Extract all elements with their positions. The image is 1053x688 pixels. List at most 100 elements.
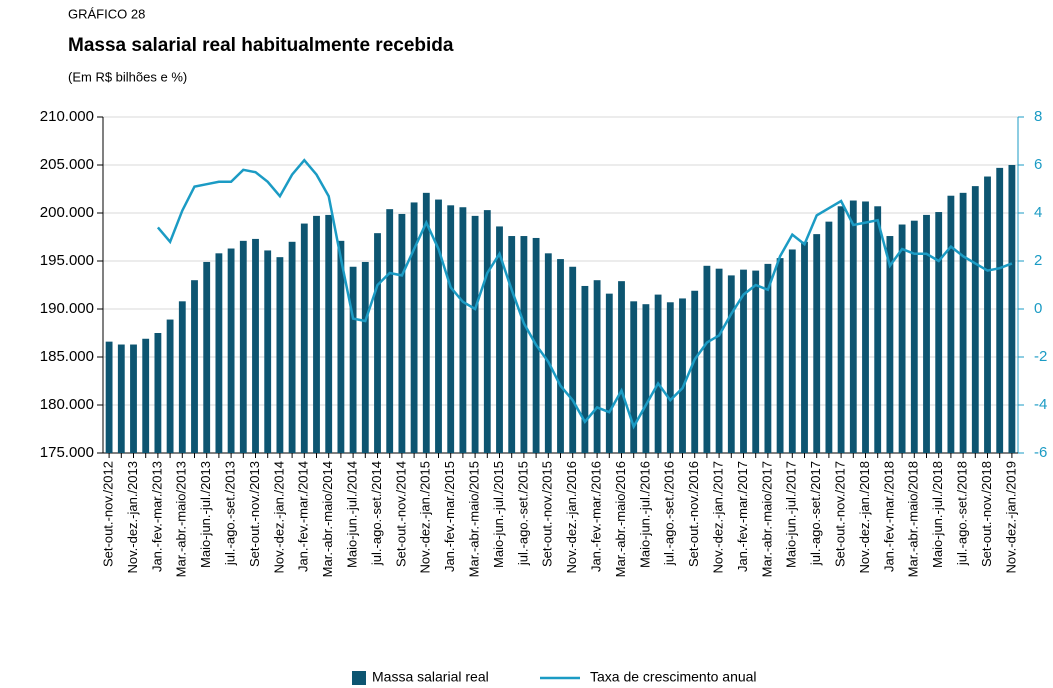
bar [178,301,186,453]
x-tick-label: Maio-jun.-jul./2013 [198,461,213,568]
bar [813,234,821,453]
bar [130,344,137,453]
x-tick-label: Nov.-dez.-jan./2015 [418,461,433,574]
y2-tick-label: 2 [1034,252,1042,269]
bar [886,236,894,453]
x-tick-label: Set-out.-nov./2017 [833,461,848,567]
x-tick-label: jul.-ago.-set./2017 [808,461,823,566]
x-tick-label: Jan.-fev.-mar./2014 [296,461,311,572]
x-tick-label: Jan.-fev.-mar./2015 [442,461,457,572]
bar [776,258,784,453]
legend-label: Taxa de crescimento anual [590,669,757,685]
bar [691,290,699,453]
bar [142,338,150,453]
bar [642,304,650,453]
bar [264,250,272,453]
bar [923,214,930,453]
x-tick-label: Mar.-abr.-maio/2013 [174,461,189,577]
bar [825,221,833,453]
bar [435,199,442,453]
x-tick-label: jul.-ago.-set./2013 [223,461,238,566]
bar [215,253,223,453]
bar [910,220,918,453]
x-tick-label: Jan.-fev.-mar./2017 [735,461,750,572]
y-tick-label: 180.000 [40,396,94,413]
x-tick-label: jul.-ago.-set./2014 [369,461,384,566]
bar [862,201,869,453]
x-tick-label: Set-out.-nov./2016 [686,461,701,567]
chart-label: GRÁFICO 28 [68,6,145,21]
bar [569,266,577,453]
y-tick-label: 200.000 [40,204,94,221]
x-tick-label: Nov.-dez.-jan./2013 [125,461,140,574]
bar [496,226,503,453]
bar [947,195,955,453]
x-tick-label: Set-out.-nov./2012 [101,461,116,567]
y2-tick-label: 0 [1034,300,1042,317]
bar [508,236,516,453]
y-tick-label: 185.000 [40,348,94,365]
x-tick-label: jul.-ago.-set./2016 [662,461,677,566]
chart-subtitle: (Em R$ bilhões e %) [68,69,187,84]
x-tick-label: Mar.-abr.-maio/2015 [467,461,482,577]
y2-tick-label: 4 [1034,204,1042,221]
x-tick-label: Maio-jun.-jul./2016 [637,461,652,568]
bar [105,341,113,453]
x-tick-label: Nov.-dez.-jan./2019 [1003,461,1018,574]
x-tick-label: Maio-jun.-jul./2014 [345,461,360,568]
x-tick-label: Nov.-dez.-jan./2018 [857,461,872,574]
x-tick-label: Nov.-dez.-jan./2016 [564,461,579,574]
bar [520,236,528,453]
x-tick-label: Maio-jun.-jul./2018 [930,461,945,568]
y-tick-label: 210.000 [40,108,94,125]
y-tick-label: 205.000 [40,156,94,173]
bar [727,275,735,453]
bar [996,167,1004,453]
bar [166,319,174,453]
bar [605,293,613,453]
bar [227,248,235,453]
x-tick-label: Set-out.-nov./2015 [540,461,555,567]
x-tick-label: Maio-jun.-jul./2015 [491,461,506,568]
bar [349,266,357,453]
bar [959,192,967,453]
bar [654,294,662,453]
bar [471,215,479,453]
legend-label: Massa salarial real [372,669,489,685]
bar [935,212,943,453]
bar [679,298,686,453]
x-tick-label: Jan.-fev.-mar./2013 [149,461,164,572]
bar [581,285,589,453]
x-tick-label: jul.-ago.-set./2015 [515,461,530,566]
x-tick-label: Mar.-abr.-maio/2014 [320,461,335,577]
bar [898,224,906,453]
bar [313,215,320,453]
bar [337,240,345,453]
bar [666,302,674,453]
x-tick-label: Jan.-fev.-mar./2018 [881,461,896,572]
bar [422,192,430,453]
bar [801,241,808,453]
bar [276,257,284,453]
bar [715,268,723,453]
bar [361,261,369,453]
y2-tick-label: -2 [1034,348,1047,365]
x-tick-label: Nov.-dez.-jan./2014 [271,461,286,574]
x-tick-label: Set-out.-nov./2013 [247,461,262,567]
x-tick-label: jul.-ago.-set./2018 [955,461,970,566]
bar [191,280,198,453]
bar [239,240,247,453]
bar [703,265,711,453]
bar [117,344,125,453]
bar [788,249,796,453]
bar [544,253,552,453]
x-tick-label: Mar.-abr.-maio/2016 [613,461,628,577]
y2-tick-label: -4 [1034,396,1047,413]
y-tick-label: 195.000 [40,252,94,269]
y2-tick-label: 8 [1034,108,1042,125]
bar [752,270,760,453]
legend-swatch [352,671,366,685]
x-tick-label: Maio-jun.-jul./2017 [784,461,799,568]
x-tick-label: Nov.-dez.-jan./2017 [711,461,726,574]
bar [874,206,882,453]
